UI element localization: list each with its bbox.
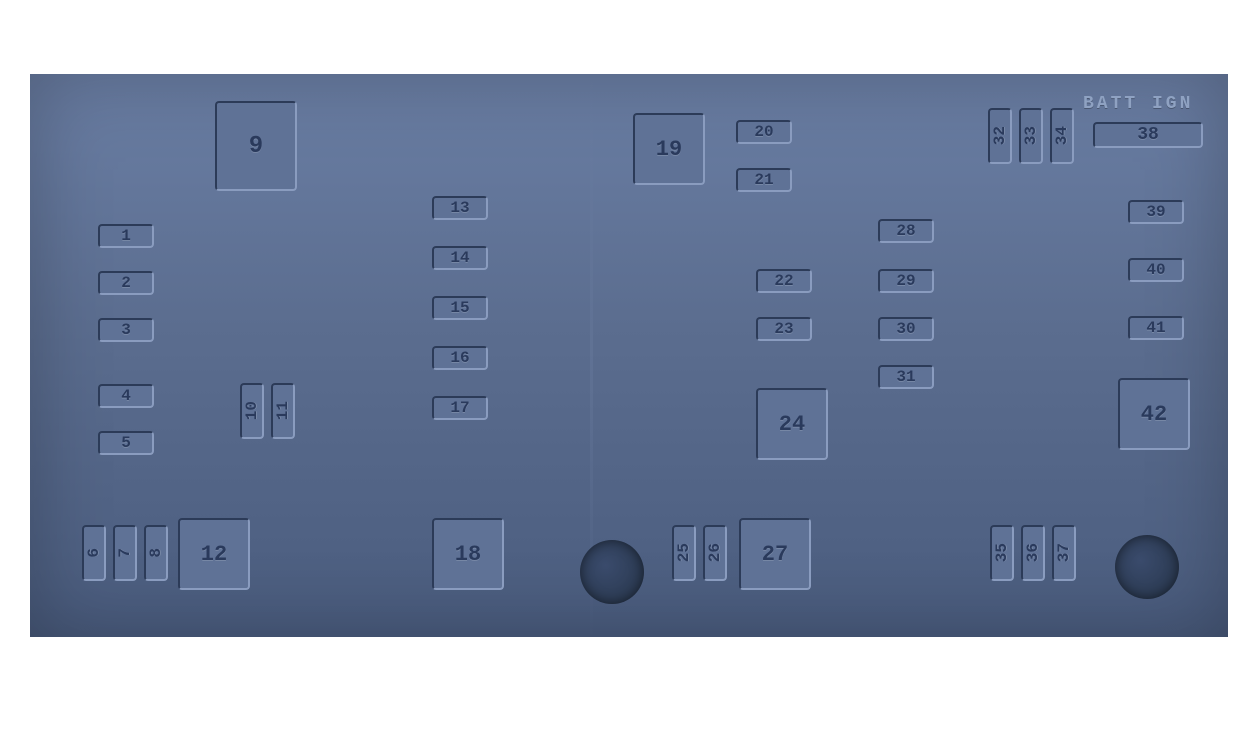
fuse-slot-label: 3 bbox=[121, 321, 131, 339]
fuse-slot-label: 24 bbox=[779, 412, 805, 437]
fuse-slot-12: 12 bbox=[178, 518, 250, 590]
fuse-slot-23: 23 bbox=[756, 317, 812, 341]
fuse-slot-6: 6 bbox=[82, 525, 106, 581]
fuse-slot-27: 27 bbox=[739, 518, 811, 590]
fuse-slot-label: 15 bbox=[450, 299, 469, 317]
fuse-slot-label: 32 bbox=[991, 126, 1009, 145]
fuse-slot-8: 8 bbox=[144, 525, 168, 581]
fuse-slot-20: 20 bbox=[736, 120, 792, 144]
fuse-slot-label: 7 bbox=[116, 548, 134, 558]
fuse-slot-19: 19 bbox=[633, 113, 705, 185]
fuse-slot-label: 36 bbox=[1024, 543, 1042, 562]
fuse-slot-label: 17 bbox=[450, 399, 469, 417]
fuse-slot-label: 13 bbox=[450, 199, 469, 217]
fuse-slot-9: 9 bbox=[215, 101, 297, 191]
fuse-slot-label: 31 bbox=[896, 368, 915, 386]
fuse-slot-42: 42 bbox=[1118, 378, 1190, 450]
fuse-slot-22: 22 bbox=[756, 269, 812, 293]
fuse-slot-32: 32 bbox=[988, 108, 1012, 164]
fuse-slot-label: 35 bbox=[993, 543, 1011, 562]
fuse-slot-label: 5 bbox=[121, 434, 131, 452]
fuse-slot-label: 9 bbox=[249, 133, 263, 160]
fuse-slot-label: 23 bbox=[774, 320, 793, 338]
fuse-slot-24: 24 bbox=[756, 388, 828, 460]
fuse-slot-25: 25 bbox=[672, 525, 696, 581]
fuse-slot-label: 27 bbox=[762, 542, 788, 567]
fuse-slot-label: 40 bbox=[1146, 261, 1165, 279]
fuse-slot-39: 39 bbox=[1128, 200, 1184, 224]
fuse-slot-label: 21 bbox=[754, 171, 773, 189]
fuse-slot-label: 41 bbox=[1146, 319, 1165, 337]
fuse-slot-30: 30 bbox=[878, 317, 934, 341]
fuse-slot-label: 38 bbox=[1137, 125, 1159, 145]
fuse-slot-label: 29 bbox=[896, 272, 915, 290]
fuse-slot-label: 18 bbox=[455, 542, 481, 567]
fuse-slot-label: 34 bbox=[1053, 126, 1071, 145]
fuse-slot-40: 40 bbox=[1128, 258, 1184, 282]
fuse-slot-label: 33 bbox=[1022, 126, 1040, 145]
fuse-slot-label: 6 bbox=[85, 548, 103, 558]
fuse-slot-label: 14 bbox=[450, 249, 469, 267]
fuse-slot-35: 35 bbox=[990, 525, 1014, 581]
fuse-slot-17: 17 bbox=[432, 396, 488, 420]
fuse-slot-label: 11 bbox=[274, 401, 292, 420]
fuse-slot-13: 13 bbox=[432, 196, 488, 220]
fuse-slot-34: 34 bbox=[1050, 108, 1074, 164]
fuse-slot-26: 26 bbox=[703, 525, 727, 581]
fuse-slot-28: 28 bbox=[878, 219, 934, 243]
fuse-slot-label: 10 bbox=[243, 401, 261, 420]
fuse-slot-label: 8 bbox=[147, 548, 165, 558]
fuse-slot-label: 19 bbox=[656, 137, 682, 162]
fuse-slot-14: 14 bbox=[432, 246, 488, 270]
fuse-slot-label: 20 bbox=[754, 123, 773, 141]
fuse-slot-label: 26 bbox=[706, 543, 724, 562]
fuse-slot-label: 42 bbox=[1141, 402, 1167, 427]
fuse-slot-label: 22 bbox=[774, 272, 793, 290]
fuse-slot-label: 25 bbox=[675, 543, 693, 562]
fuse-slot-label: 12 bbox=[201, 542, 227, 567]
fuse-slot-5: 5 bbox=[98, 431, 154, 455]
fuse-slot-7: 7 bbox=[113, 525, 137, 581]
fuse-slot-label: 30 bbox=[896, 320, 915, 338]
fuse-slot-label: 4 bbox=[121, 387, 131, 405]
fuse-slot-label: 16 bbox=[450, 349, 469, 367]
fuse-slot-label: 39 bbox=[1146, 203, 1165, 221]
fuse-slot-16: 16 bbox=[432, 346, 488, 370]
fuse-slot-1: 1 bbox=[98, 224, 154, 248]
fuse-slot-label: 28 bbox=[896, 222, 915, 240]
fuse-slot-label: 1 bbox=[121, 227, 131, 245]
fuse-slot-11: 11 bbox=[271, 383, 295, 439]
fuse-slot-37: 37 bbox=[1052, 525, 1076, 581]
fuse-slot-3: 3 bbox=[98, 318, 154, 342]
fuse-slot-33: 33 bbox=[1019, 108, 1043, 164]
fuse-slot-31: 31 bbox=[878, 365, 934, 389]
fuse-slot-29: 29 bbox=[878, 269, 934, 293]
fuse-slot-2: 2 bbox=[98, 271, 154, 295]
fuse-slot-36: 36 bbox=[1021, 525, 1045, 581]
fuse-slot-10: 10 bbox=[240, 383, 264, 439]
fuse-slot-label: 2 bbox=[121, 274, 131, 292]
fuse-slot-label: 37 bbox=[1055, 543, 1073, 562]
fuse-slot-15: 15 bbox=[432, 296, 488, 320]
fuse-slot-21: 21 bbox=[736, 168, 792, 192]
fuse-slot-18: 18 bbox=[432, 518, 504, 590]
batt-ign-label: BATT IGN bbox=[1083, 94, 1193, 114]
mounting-dot bbox=[1115, 535, 1179, 599]
fuse-slot-4: 4 bbox=[98, 384, 154, 408]
mounting-dot bbox=[580, 540, 644, 604]
fuse-slot-41: 41 bbox=[1128, 316, 1184, 340]
fuse-slot-38: 38 bbox=[1093, 122, 1203, 148]
